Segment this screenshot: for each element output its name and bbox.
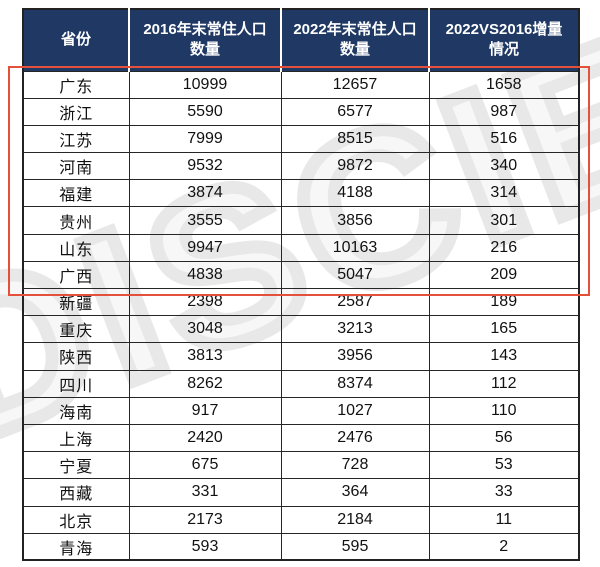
province-cell: 福建 xyxy=(22,179,130,208)
province-cell: 新疆 xyxy=(22,287,130,317)
table-row: 广西 4838 5047 209 xyxy=(22,260,580,290)
value-cell: 2587 xyxy=(280,287,430,317)
value-cell: 209 xyxy=(428,260,580,290)
value-cell: 33 xyxy=(428,478,580,507)
value-cell: 2420 xyxy=(128,423,282,453)
table-row: 重庆 3048 3213 165 xyxy=(22,315,580,344)
value-cell: 8515 xyxy=(280,124,430,154)
table-row: 福建 3874 4188 314 xyxy=(22,179,580,208)
table-row: 宁夏 675 728 53 xyxy=(22,451,580,480)
column-header-2: 2022年末常住人口 数量 xyxy=(280,9,429,71)
table-row: 河南 9532 9872 340 xyxy=(22,152,580,181)
value-cell: 3213 xyxy=(280,315,430,344)
value-cell: 216 xyxy=(428,233,580,262)
value-cell: 516 xyxy=(428,124,580,154)
province-cell: 北京 xyxy=(22,505,130,534)
table-body: 广东 10999 12657 1658 浙江 5590 6577 987 江苏 7999 8515 5… xyxy=(22,70,580,561)
table-row: 新疆 2398 2587 189 xyxy=(22,287,580,317)
value-cell: 165 xyxy=(428,315,580,344)
province-cell: 广东 xyxy=(22,70,130,99)
value-cell: 110 xyxy=(428,396,580,425)
value-cell: 987 xyxy=(428,97,580,126)
value-cell: 8262 xyxy=(128,369,282,398)
province-cell: 宁夏 xyxy=(22,451,130,480)
header-row: 省份 2016年末常住人口 数量 2022年末常住人口 数量 2022VS2016增量 情况 xyxy=(23,9,579,71)
province-cell: 海南 xyxy=(22,396,130,425)
value-cell: 364 xyxy=(280,478,430,507)
value-cell: 6577 xyxy=(280,97,430,126)
table-row: 山东 9947 10163 216 xyxy=(22,233,580,262)
province-cell: 陕西 xyxy=(22,342,130,371)
value-cell: 3956 xyxy=(280,342,430,371)
value-cell: 2173 xyxy=(128,505,282,534)
value-cell: 3813 xyxy=(128,342,282,371)
column-header-3: 2022VS2016增量 情况 xyxy=(428,9,579,71)
value-cell: 595 xyxy=(280,532,430,561)
value-cell: 9532 xyxy=(128,152,282,181)
value-cell: 2184 xyxy=(280,505,430,534)
value-cell: 728 xyxy=(280,451,430,480)
population-table: 省份 2016年末常住人口 数量 2022年末常住人口 数量 2022VS2016增量 情况… xyxy=(22,8,580,562)
column-header-1: 2016年末常住人口 数量 xyxy=(128,9,281,71)
table-row: 广东 10999 12657 1658 xyxy=(22,70,580,99)
value-cell: 675 xyxy=(128,451,282,480)
table-row: 青海 593 595 2 xyxy=(22,532,580,561)
table-row: 浙江 5590 6577 987 xyxy=(22,97,580,126)
value-cell: 56 xyxy=(428,423,580,453)
value-cell: 340 xyxy=(428,152,580,181)
province-cell: 重庆 xyxy=(22,315,130,344)
value-cell: 593 xyxy=(128,532,282,561)
column-header-0: 省份 xyxy=(23,9,129,71)
value-cell: 3555 xyxy=(128,206,282,235)
province-cell: 西藏 xyxy=(22,478,130,507)
province-cell: 广西 xyxy=(22,260,130,290)
province-cell: 江苏 xyxy=(22,124,130,154)
table-row: 北京 2173 2184 11 xyxy=(22,505,580,534)
value-cell: 314 xyxy=(428,179,580,208)
value-cell: 10999 xyxy=(128,70,282,99)
table-row: 贵州 3555 3856 301 xyxy=(22,206,580,235)
value-cell: 1027 xyxy=(280,396,430,425)
value-cell: 2 xyxy=(428,532,580,561)
value-cell: 53 xyxy=(428,451,580,480)
table-header: 省份 2016年末常住人口 数量 2022年末常住人口 数量 2022VS2016增量 情况 xyxy=(23,9,579,71)
value-cell: 5047 xyxy=(280,260,430,290)
value-cell: 7999 xyxy=(128,124,282,154)
value-cell: 2398 xyxy=(128,287,282,317)
table-row: 西藏 331 364 33 xyxy=(22,478,580,507)
table-row: 江苏 7999 8515 516 xyxy=(22,124,580,154)
table-row: 上海 2420 2476 56 xyxy=(22,423,580,453)
value-cell: 5590 xyxy=(128,97,282,126)
table-row: 陕西 3813 3956 143 xyxy=(22,342,580,371)
province-cell: 贵州 xyxy=(22,206,130,235)
value-cell: 1658 xyxy=(428,70,580,99)
value-cell: 9872 xyxy=(280,152,430,181)
value-cell: 11 xyxy=(428,505,580,534)
value-cell: 3856 xyxy=(280,206,430,235)
value-cell: 9947 xyxy=(128,233,282,262)
value-cell: 189 xyxy=(428,287,580,317)
value-cell: 112 xyxy=(428,369,580,398)
province-cell: 山东 xyxy=(22,233,130,262)
province-cell: 青海 xyxy=(22,532,130,561)
province-cell: 四川 xyxy=(22,369,130,398)
table-row: 海南 917 1027 110 xyxy=(22,396,580,425)
value-cell: 10163 xyxy=(280,233,430,262)
value-cell: 12657 xyxy=(280,70,430,99)
province-cell: 河南 xyxy=(22,152,130,181)
province-cell: 上海 xyxy=(22,423,130,453)
value-cell: 4838 xyxy=(128,260,282,290)
value-cell: 331 xyxy=(128,478,282,507)
value-cell: 143 xyxy=(428,342,580,371)
value-cell: 301 xyxy=(428,206,580,235)
value-cell: 3874 xyxy=(128,179,282,208)
value-cell: 4188 xyxy=(280,179,430,208)
value-cell: 3048 xyxy=(128,315,282,344)
value-cell: 8374 xyxy=(280,369,430,398)
value-cell: 917 xyxy=(128,396,282,425)
value-cell: 2476 xyxy=(280,423,430,453)
table-row: 四川 8262 8374 112 xyxy=(22,369,580,398)
province-cell: 浙江 xyxy=(22,97,130,126)
